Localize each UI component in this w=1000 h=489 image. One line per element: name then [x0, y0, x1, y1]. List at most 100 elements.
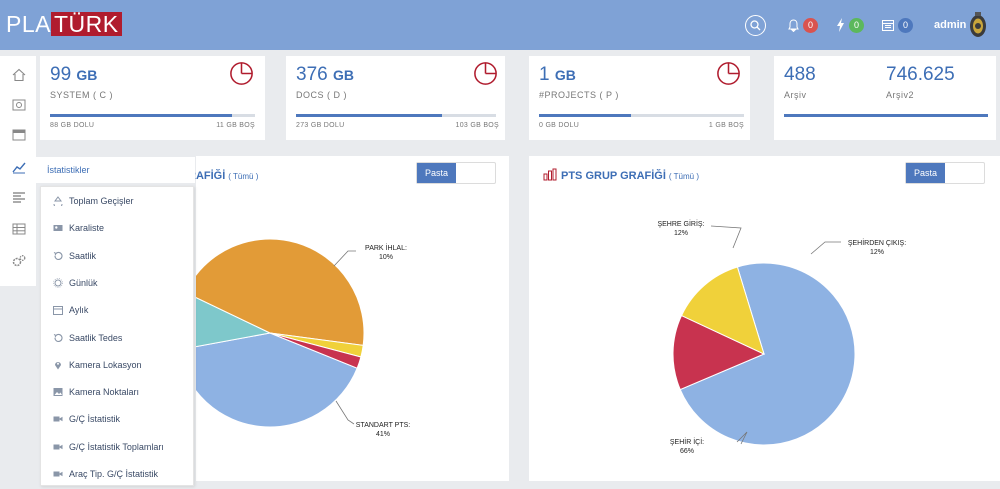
panel-title: PTS GRUP GRAFİĞİ( Tümü )	[561, 170, 699, 182]
slice-percent: 12%	[869, 249, 884, 256]
slice-label: ŞEHİR İÇİ	[669, 439, 703, 446]
image-icon	[53, 388, 63, 397]
video-camera-icon	[53, 444, 63, 450]
archive-bar	[784, 114, 988, 117]
disk-label: #PROJECTS ( P )	[539, 90, 619, 100]
logo-text: PLA	[6, 11, 51, 37]
toggle-pie-option[interactable]: Pasta	[906, 163, 945, 183]
search-button[interactable]	[745, 15, 766, 36]
disk-size: 99 GB	[50, 64, 97, 86]
slice-label: ŞEHRE GİRİŞ	[657, 221, 703, 228]
sun-icon	[53, 278, 63, 288]
toggle-pie-option[interactable]: Pasta	[417, 163, 456, 183]
panel-title-text: RAFİĞİ	[188, 170, 226, 182]
menu-item-label: Günlük	[69, 277, 98, 288]
menu-item-label: Karaliste	[69, 223, 105, 234]
pie-slice	[269, 332, 362, 369]
photo-icon[interactable]	[12, 98, 26, 112]
disk-used: 88 GB DOLU	[50, 122, 95, 129]
pie-slice	[196, 296, 272, 348]
disk-label: SYSTEM ( C )	[50, 90, 114, 100]
recycle-icon	[53, 196, 63, 206]
menu-item[interactable]: Günlük	[41, 273, 195, 293]
logo[interactable]: PLA TÜRK	[6, 12, 122, 36]
pie-chart-icon	[717, 62, 740, 85]
menu-item-label: G/Ç İstatistik Toplamları	[69, 441, 164, 452]
menu-item-label: Kamera Lokasyon	[69, 359, 142, 370]
disk-size-unit: GB	[554, 67, 576, 83]
menu-item[interactable]: Araç Tip. G/Ç İstatistik	[41, 464, 195, 484]
disk-free: 103 GB BOŞ	[455, 122, 499, 129]
archive2-label: Arşiv2	[886, 90, 915, 100]
calendar-badge: 0	[898, 17, 913, 33]
line-chart-icon[interactable]	[12, 160, 26, 174]
user-name[interactable]: admin	[934, 19, 967, 31]
menu-item-label: Toplam Geçişler	[69, 196, 134, 206]
left-sidebar	[0, 56, 36, 286]
panel-scope: ( Tümü )	[668, 172, 699, 181]
panel-title-text: PTS GRUP GRAFİĞİ	[561, 170, 666, 182]
menu-item[interactable]: Kamera Lokasyon	[41, 355, 195, 375]
pie-label-sehirden-cikis: ŞEHİRDEN ÇIKIŞ: 12%	[847, 240, 907, 256]
slice-label: PARK İHLAL	[365, 245, 405, 252]
left-chart-panel: RAFİĞİ( Tümü ) Pasta PARK İHLAL: 10% STAN…	[188, 156, 509, 481]
calendar-button[interactable]: 0	[882, 15, 913, 35]
panel-icon[interactable]	[12, 128, 26, 142]
disk-usage-bar	[296, 114, 496, 117]
disk-used: 0 GB DOLU	[539, 122, 580, 129]
pie-leader-line	[335, 400, 355, 425]
right-chart-panel: PTS GRUP GRAFİĞİ( Tümü ) Pasta ŞEHRE GİR…	[529, 156, 1000, 481]
calendar-icon	[882, 20, 894, 31]
slice-percent: 10%	[378, 254, 393, 261]
history-icon	[53, 333, 63, 342]
disk-free: 11 GB BOŞ	[216, 122, 255, 129]
disk-size-unit: GB	[332, 67, 354, 83]
pie-leader-line	[333, 250, 356, 267]
alerts-button[interactable]: 0	[836, 15, 864, 35]
panel-scope: ( Tümü )	[228, 172, 259, 181]
bar-chart-icon	[543, 168, 557, 181]
menu-item[interactable]: Saatlik Tedes	[41, 328, 195, 348]
menu-item[interactable]: G/Ç İstatistik	[41, 409, 195, 429]
disk-card-projects: 1 GB #PROJECTS ( P ) 0 GB DOLU 1 GB BOŞ	[529, 56, 750, 140]
disk-used: 273 GB DOLU	[296, 122, 345, 129]
disk-size-value: 1	[539, 64, 550, 85]
menu-item-label: Kamera Noktaları	[69, 387, 140, 398]
chart-type-toggle[interactable]: Pasta	[905, 162, 985, 184]
pie-label-park-ihlal: PARK İHLAL: 10%	[365, 245, 407, 261]
disk-size: 376 GB	[296, 64, 354, 86]
disk-size-value: 99	[50, 64, 72, 85]
video-camera-icon	[53, 471, 63, 477]
statistics-menu: Toplam Geçişler Karaliste Saatlik Günlük Ayl…	[40, 186, 194, 486]
notifications-button[interactable]: 0	[788, 15, 818, 35]
menu-item[interactable]: Kamera Noktaları	[41, 382, 195, 402]
menu-item-label: Saatlik	[69, 250, 97, 261]
menu-item[interactable]: Karaliste	[41, 218, 195, 238]
slice-label: ŞEHİRDEN ÇIKIŞ	[847, 240, 905, 247]
menu-item[interactable]: Saatlik	[41, 246, 195, 266]
menu-item[interactable]: Toplam Geçişler	[41, 191, 195, 211]
disk-label: DOCS ( D )	[296, 90, 347, 100]
disk-usage-bar	[539, 114, 744, 117]
disk-usage-fill	[539, 114, 632, 117]
chart-type-toggle[interactable]: Pasta	[416, 162, 496, 184]
pie-slice	[672, 314, 766, 391]
pie-label-sehre-giris: ŞEHRE GİRİŞ: 12%	[657, 221, 705, 237]
menu-item-label: Araç Tip. G/Ç İstatistik	[69, 469, 159, 479]
pie-slice	[679, 262, 856, 446]
home-icon[interactable]	[12, 68, 26, 82]
align-left-icon[interactable]	[12, 190, 26, 204]
user-card-icon	[53, 225, 63, 232]
pie-chart	[672, 225, 856, 446]
disk-size: 1 GB	[539, 64, 576, 86]
map-pin-icon	[55, 361, 61, 370]
bell-icon	[788, 18, 799, 32]
slice-label: STANDART PTS	[355, 422, 409, 429]
menu-item[interactable]: Aylık	[41, 300, 195, 320]
archive2-count: 746.625	[886, 64, 955, 85]
table-icon[interactable]	[12, 222, 26, 236]
statistics-menu-header[interactable]: İstatistikler	[36, 157, 195, 183]
menu-item[interactable]: G/Ç İstatistik Toplamları	[41, 437, 195, 457]
pie-chart-icon	[474, 62, 497, 85]
settings-gears-icon[interactable]	[12, 254, 26, 268]
